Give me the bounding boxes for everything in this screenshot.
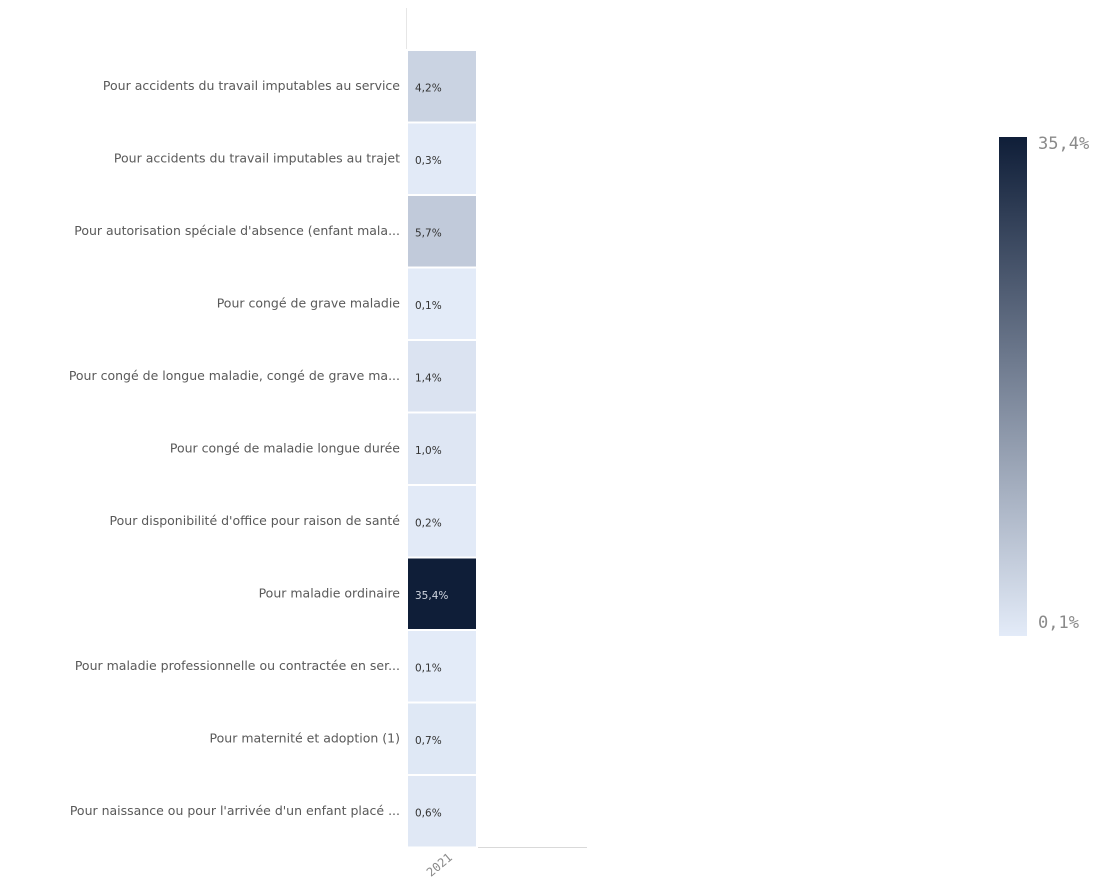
row-label: Pour accidents du travail imputables au …	[103, 78, 400, 93]
heatmap-cell	[406, 49, 478, 124]
cell-label: 0,3%	[415, 155, 442, 167]
cell-label: 0,6%	[415, 807, 442, 819]
cell-label: 4,2%	[415, 82, 442, 94]
cell-label: 0,7%	[415, 735, 442, 747]
cell-label: 1,0%	[415, 445, 442, 457]
heatmap-cell	[406, 774, 478, 849]
heatmap-cell	[406, 194, 478, 269]
row-label: Pour congé de longue maladie, congé de g…	[69, 368, 400, 383]
cell-label: 0,2%	[415, 517, 442, 529]
cell-label: 35,4%	[415, 590, 448, 602]
color-tick-label: 0,1%	[1038, 613, 1079, 633]
x-tick-label: 2021	[424, 850, 455, 879]
row-label: Pour maladie professionnelle ou contract…	[75, 658, 400, 673]
cell-label: 5,7%	[415, 227, 442, 239]
heatmap-cell	[406, 411, 478, 486]
heatmap-cell	[406, 484, 478, 559]
cell-label: 0,1%	[415, 662, 442, 674]
heatmap-cell	[406, 121, 478, 196]
row-label: Pour autorisation spéciale d'absence (en…	[74, 223, 400, 238]
row-label: Pour disponibilité d'office pour raison …	[110, 513, 401, 528]
row-label: Pour accidents du travail imputables au …	[114, 150, 400, 165]
row-label: Pour congé de grave maladie	[217, 295, 401, 310]
cell-label: 1,4%	[415, 372, 442, 384]
color-tick-label: 35,4%	[1038, 134, 1089, 154]
color-scale	[999, 137, 1027, 636]
row-label: Pour naissance ou pour l'arrivée d'un en…	[70, 803, 400, 818]
heatmap-cell	[406, 266, 478, 341]
row-label: Pour congé de maladie longue durée	[170, 440, 400, 455]
row-label: Pour maladie ordinaire	[259, 585, 401, 600]
heatmap-cell	[406, 339, 478, 414]
row-label: Pour maternité et adoption (1)	[210, 730, 400, 745]
cell-label: 0,1%	[415, 300, 442, 312]
